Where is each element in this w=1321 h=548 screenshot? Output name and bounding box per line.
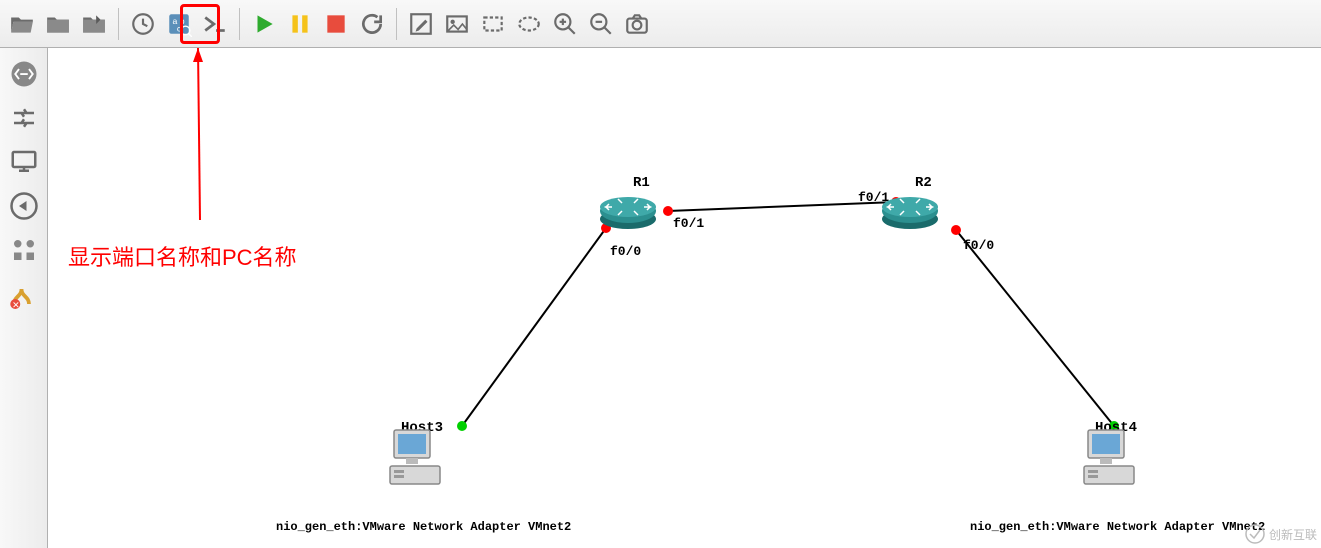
router-node[interactable] (598, 193, 658, 231)
play-icon[interactable] (247, 6, 281, 42)
annotation-text: 显示端口名称和PC名称 (68, 240, 297, 272)
zoom-out-icon[interactable] (584, 6, 618, 42)
pause-icon[interactable] (283, 6, 317, 42)
topology-canvas[interactable]: f0/1f0/1f0/0f0/0R1R2Host3nio_gen_eth:VMw… (48, 48, 1321, 548)
top-toolbar: a bc (0, 0, 1321, 48)
security-category[interactable] (4, 186, 44, 226)
rect-icon[interactable] (476, 6, 510, 42)
pc-category[interactable] (4, 142, 44, 182)
host-caption: nio_gen_eth:VMware Network Adapter VMnet… (276, 520, 571, 534)
router-category[interactable] (4, 54, 44, 94)
link-tool[interactable]: ✕ (4, 274, 44, 314)
device-sidebar: ✕ (0, 48, 48, 548)
port-label: f0/0 (610, 244, 641, 259)
new-project[interactable] (41, 6, 75, 42)
all-devices-category[interactable] (4, 230, 44, 270)
screenshot-icon[interactable] (620, 6, 654, 42)
save-project[interactable] (77, 6, 111, 42)
node-label: R2 (915, 175, 932, 191)
image-icon[interactable] (440, 6, 474, 42)
node-label: R1 (633, 175, 650, 191)
console-icon[interactable] (198, 6, 232, 42)
host-caption: nio_gen_eth:VMware Network Adapter VMnet… (970, 520, 1265, 534)
host-node[interactable] (1082, 428, 1138, 488)
show-labels[interactable]: a bc (162, 6, 196, 42)
clock-icon[interactable] (126, 6, 160, 42)
switch-category[interactable] (4, 98, 44, 138)
svg-text:✕: ✕ (12, 300, 19, 309)
watermark: 创新互联 (1245, 524, 1317, 544)
port-label: f0/1 (673, 216, 704, 231)
edit-icon[interactable] (404, 6, 438, 42)
stop-icon[interactable] (319, 6, 353, 42)
ellipse-icon[interactable] (512, 6, 546, 42)
zoom-in-icon[interactable] (548, 6, 582, 42)
reload-icon[interactable] (355, 6, 389, 42)
port-label: f0/0 (963, 238, 994, 253)
router-node[interactable] (880, 193, 940, 231)
host-node[interactable] (388, 428, 444, 488)
open-project[interactable] (5, 6, 39, 42)
